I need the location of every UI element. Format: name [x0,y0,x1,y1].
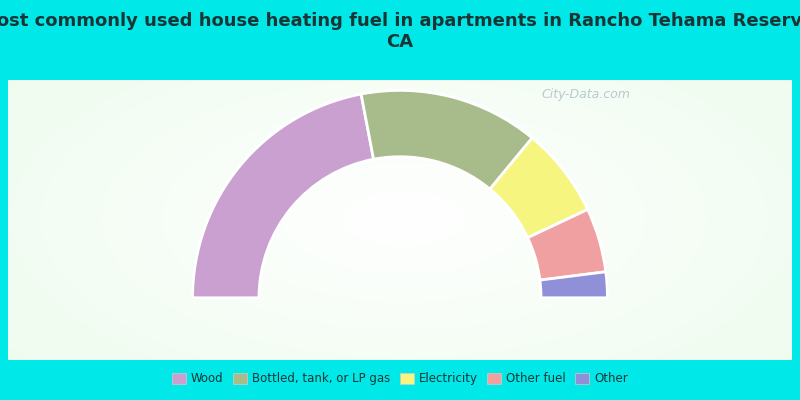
Wedge shape [361,90,532,189]
Wedge shape [540,272,607,298]
Wedge shape [490,138,588,238]
Text: Most commonly used house heating fuel in apartments in Rancho Tehama Reserve,
CA: Most commonly used house heating fuel in… [0,12,800,51]
Wedge shape [528,210,606,280]
Wedge shape [193,94,374,298]
Text: City-Data.com: City-Data.com [541,88,630,102]
Legend: Wood, Bottled, tank, or LP gas, Electricity, Other fuel, Other: Wood, Bottled, tank, or LP gas, Electric… [167,368,633,390]
